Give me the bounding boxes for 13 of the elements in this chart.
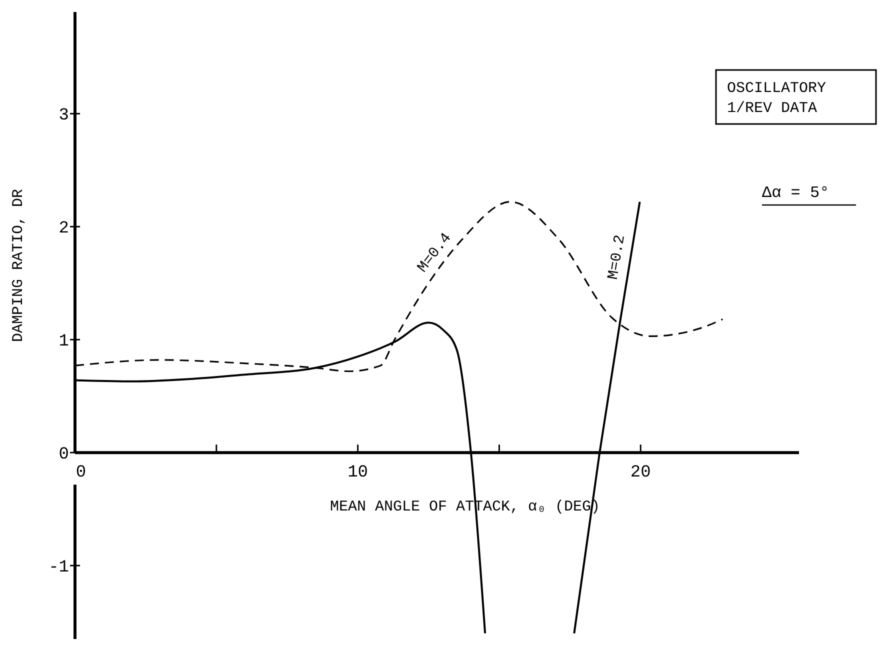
text: M=0.2 [604,234,630,281]
y-tick-label: 2 [58,220,69,239]
y-axis-title: DAMPING RATIO, DR [10,188,27,342]
x-tick-label: 10 [348,464,368,483]
x-tick-label: 20 [630,464,651,483]
annotation: Δα = 5° [762,184,830,202]
y-tick-label: 3 [58,106,69,126]
x-tick-label: 0 [76,464,86,483]
note-box: OSCILLATORY 1/REV DATA [715,69,877,125]
y-tick-label: 0 [58,446,69,465]
annotation: OSCILLATORY 1/REV DATA [727,80,826,117]
y-tick-label: 1 [58,332,69,352]
y-tick-label: -1 [48,558,69,578]
